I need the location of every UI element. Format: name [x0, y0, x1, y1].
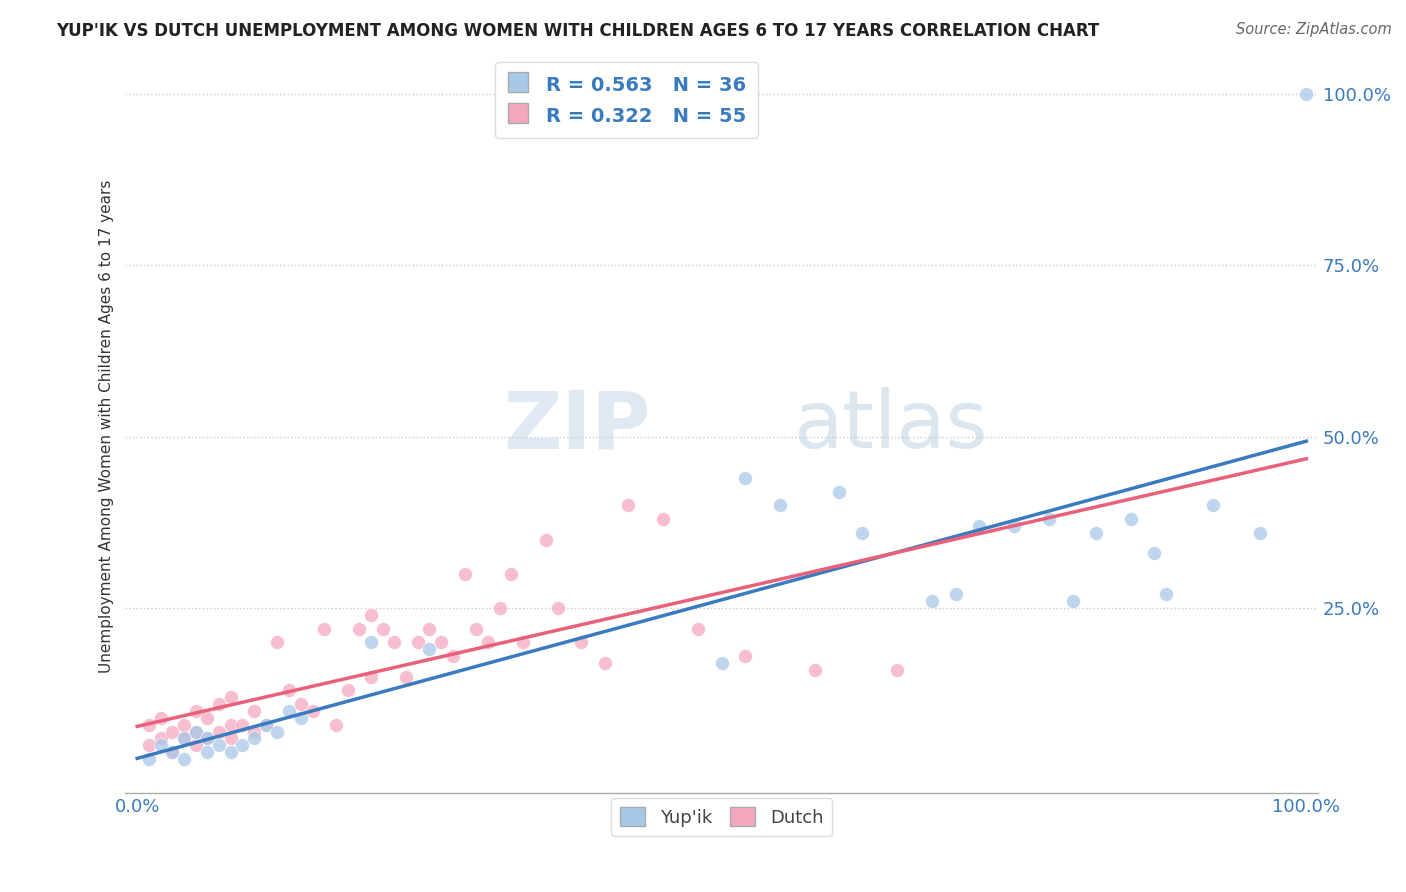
Point	[477, 635, 499, 649]
Point	[547, 601, 569, 615]
Point	[184, 724, 207, 739]
Text: atlas: atlas	[793, 387, 988, 466]
Point	[266, 724, 288, 739]
Point	[162, 745, 184, 759]
Point	[1119, 512, 1142, 526]
Point	[195, 731, 218, 746]
Point	[219, 690, 242, 705]
Point	[734, 471, 756, 485]
Point	[536, 533, 558, 547]
Point	[243, 724, 266, 739]
Point	[617, 499, 640, 513]
Point	[184, 704, 207, 718]
Point	[1202, 499, 1225, 513]
Point	[453, 566, 475, 581]
Point	[290, 711, 312, 725]
Point	[571, 635, 593, 649]
Point	[828, 484, 851, 499]
Point	[266, 635, 288, 649]
Point	[149, 739, 172, 753]
Point	[406, 635, 429, 649]
Point	[336, 683, 359, 698]
Point	[360, 608, 382, 623]
Y-axis label: Unemployment Among Women with Children Ages 6 to 17 years: Unemployment Among Women with Children A…	[100, 180, 114, 673]
Point	[1154, 587, 1177, 601]
Point	[967, 519, 990, 533]
Point	[138, 752, 160, 766]
Point	[1084, 525, 1107, 540]
Point	[162, 745, 184, 759]
Point	[195, 711, 218, 725]
Point	[173, 731, 195, 746]
Point	[710, 656, 733, 670]
Point	[360, 670, 382, 684]
Point	[195, 731, 218, 746]
Point	[278, 683, 301, 698]
Point	[290, 697, 312, 711]
Point	[325, 718, 347, 732]
Point	[921, 594, 943, 608]
Point	[688, 622, 710, 636]
Point	[278, 704, 301, 718]
Point	[360, 635, 382, 649]
Point	[243, 704, 266, 718]
Point	[243, 731, 266, 746]
Point	[488, 601, 510, 615]
Legend: Yup'ik, Dutch: Yup'ik, Dutch	[612, 798, 832, 836]
Point	[184, 739, 207, 753]
Point	[301, 704, 323, 718]
Point	[851, 525, 873, 540]
Point	[652, 512, 675, 526]
Point	[231, 718, 253, 732]
Point	[945, 587, 967, 601]
Point	[208, 697, 231, 711]
Point	[349, 622, 371, 636]
Point	[1143, 546, 1166, 560]
Point	[593, 656, 616, 670]
Point	[384, 635, 406, 649]
Point	[149, 731, 172, 746]
Point	[219, 745, 242, 759]
Point	[804, 663, 827, 677]
Point	[1038, 512, 1060, 526]
Point	[734, 649, 756, 664]
Point	[1062, 594, 1084, 608]
Point	[173, 718, 195, 732]
Point	[149, 711, 172, 725]
Point	[254, 718, 277, 732]
Point	[219, 731, 242, 746]
Point	[231, 739, 253, 753]
Point	[769, 499, 792, 513]
Point	[314, 622, 336, 636]
Point	[1249, 525, 1271, 540]
Point	[184, 724, 207, 739]
Point	[195, 745, 218, 759]
Text: ZIP: ZIP	[503, 387, 650, 466]
Point	[418, 622, 440, 636]
Point	[173, 731, 195, 746]
Point	[254, 718, 277, 732]
Point	[501, 566, 523, 581]
Point	[1002, 519, 1025, 533]
Point	[465, 622, 488, 636]
Point	[173, 752, 195, 766]
Point	[371, 622, 394, 636]
Point	[441, 649, 464, 664]
Point	[162, 724, 184, 739]
Text: YUP'IK VS DUTCH UNEMPLOYMENT AMONG WOMEN WITH CHILDREN AGES 6 TO 17 YEARS CORREL: YUP'IK VS DUTCH UNEMPLOYMENT AMONG WOMEN…	[56, 22, 1099, 40]
Point	[886, 663, 908, 677]
Point	[1295, 87, 1317, 101]
Point	[418, 642, 440, 657]
Point	[219, 718, 242, 732]
Point	[395, 670, 418, 684]
Point	[430, 635, 453, 649]
Point	[208, 739, 231, 753]
Point	[138, 739, 160, 753]
Point	[208, 724, 231, 739]
Point	[138, 718, 160, 732]
Point	[512, 635, 534, 649]
Text: Source: ZipAtlas.com: Source: ZipAtlas.com	[1236, 22, 1392, 37]
